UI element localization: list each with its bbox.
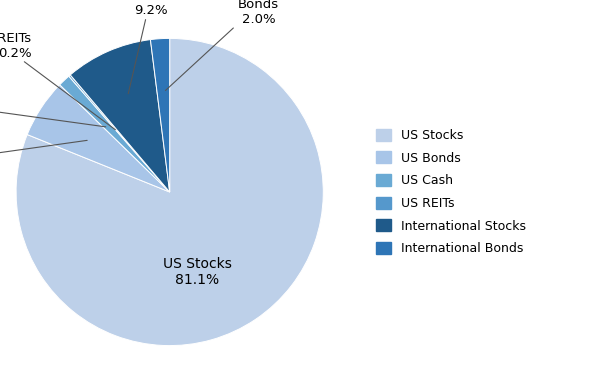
Text: US REITs
0.2%: US REITs 0.2% <box>0 32 115 130</box>
Text: US Stocks
81.1%: US Stocks 81.1% <box>163 257 231 287</box>
Wedge shape <box>27 85 170 192</box>
Wedge shape <box>150 38 170 192</box>
Wedge shape <box>60 76 170 192</box>
Wedge shape <box>16 38 323 346</box>
Text: International
Stocks
9.2%: International Stocks 9.2% <box>108 0 194 94</box>
Text: US Bonds
6.2%: US Bonds 6.2% <box>0 141 87 175</box>
Legend: US Stocks, US Bonds, US Cash, US REITs, International Stocks, International Bond: US Stocks, US Bonds, US Cash, US REITs, … <box>376 129 525 255</box>
Wedge shape <box>69 75 170 192</box>
Text: US Cash
1.3%: US Cash 1.3% <box>0 94 105 127</box>
Text: International
Bonds
2.0%: International Bonds 2.0% <box>165 0 301 91</box>
Wedge shape <box>70 40 170 192</box>
